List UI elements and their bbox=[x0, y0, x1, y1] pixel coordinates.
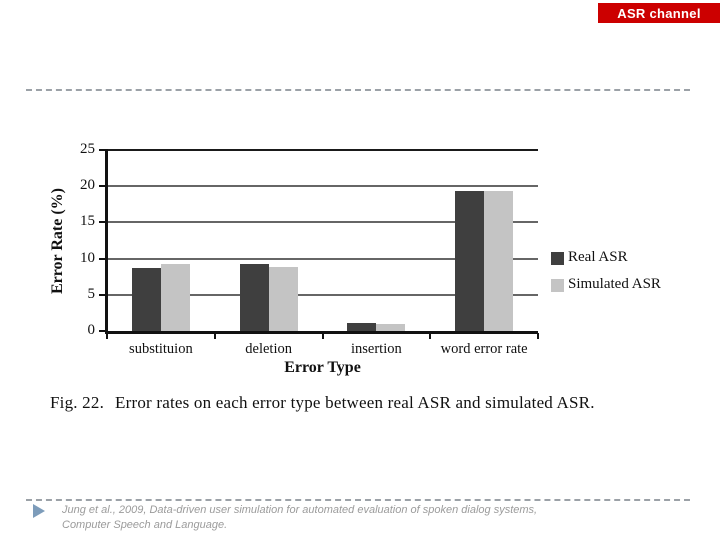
gridline bbox=[107, 293, 538, 296]
figure-caption-number: Fig. 22. bbox=[50, 393, 105, 412]
y-tick-mark bbox=[99, 185, 107, 188]
bar-simulated-asr bbox=[484, 191, 514, 331]
figure-caption: Fig. 22. Error rates on each error type b… bbox=[50, 393, 690, 413]
figure-caption-text: Error rates on each error type between r… bbox=[115, 393, 595, 412]
y-tick-label: 0 bbox=[87, 322, 96, 338]
citation-line-2: Computer Speech and Language. bbox=[62, 518, 228, 531]
y-axis-title: Error Rate (%) bbox=[49, 187, 66, 294]
category-label: substituion bbox=[129, 341, 193, 357]
legend-swatch bbox=[551, 252, 564, 265]
y-tick-label: 15 bbox=[80, 213, 95, 230]
legend-swatch bbox=[551, 279, 564, 292]
y-tick-mark bbox=[99, 330, 107, 332]
category-label: word error rate bbox=[440, 341, 528, 357]
play-triangle-icon bbox=[33, 504, 45, 518]
gridline bbox=[107, 221, 538, 224]
x-axis-line bbox=[105, 331, 538, 334]
category-label: insertion bbox=[351, 341, 402, 357]
y-tick-label: 25 bbox=[80, 141, 95, 157]
y-tick-label: 10 bbox=[80, 249, 95, 266]
y-tick-label: 5 bbox=[87, 285, 96, 302]
legend-label: Simulated ASR bbox=[568, 276, 661, 292]
x-tick-mark bbox=[537, 333, 539, 339]
bar-simulated-asr bbox=[268, 267, 298, 331]
legend-label: Real ASR bbox=[568, 249, 628, 265]
y-tick-label: 20 bbox=[80, 177, 95, 194]
slide-tag-label: ASR channel bbox=[617, 5, 701, 21]
y-tick-mark bbox=[99, 257, 107, 260]
bottom-dashed-divider bbox=[26, 499, 690, 501]
y-tick-mark bbox=[99, 293, 107, 296]
y-tick-mark bbox=[99, 221, 107, 224]
x-tick-mark bbox=[106, 333, 108, 339]
bar-real-asr bbox=[239, 264, 269, 331]
y-tick-mark bbox=[99, 149, 107, 151]
gridline bbox=[107, 257, 538, 260]
bar-real-asr bbox=[131, 268, 161, 331]
bar-real-asr bbox=[347, 323, 377, 331]
citation: Jung et al., 2009, Data-driven user simu… bbox=[62, 503, 662, 532]
x-tick-mark bbox=[321, 333, 324, 339]
x-tick-mark bbox=[213, 333, 216, 339]
gridline bbox=[107, 149, 538, 151]
bar-simulated-asr bbox=[160, 264, 190, 331]
slide-tag-banner: ASR channel bbox=[598, 3, 720, 23]
top-dashed-divider bbox=[26, 89, 690, 91]
gridline bbox=[107, 185, 538, 188]
bar-simulated-asr bbox=[376, 324, 406, 331]
x-tick-mark bbox=[429, 333, 432, 339]
y-axis-line bbox=[105, 149, 108, 334]
x-axis-title: Error Type bbox=[284, 359, 361, 376]
category-label: deletion bbox=[245, 341, 292, 357]
citation-line-1: Jung et al., 2009, Data-driven user simu… bbox=[62, 504, 538, 516]
bar-real-asr bbox=[455, 191, 485, 331]
